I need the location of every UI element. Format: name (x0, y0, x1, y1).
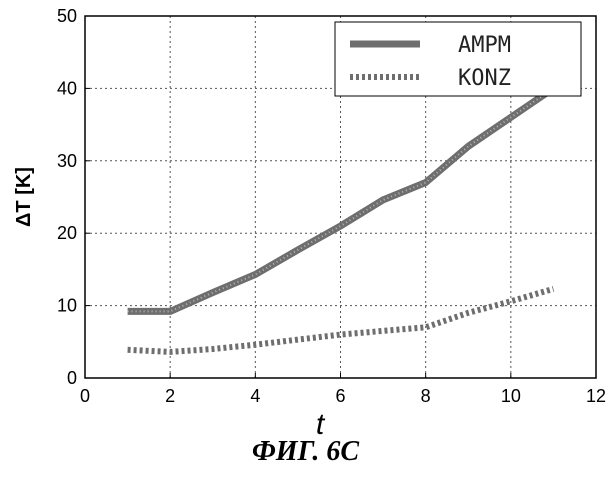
x-tick-label: 12 (586, 386, 606, 406)
legend-label-ampm: AMPM (458, 33, 511, 58)
x-tick-label: 4 (250, 386, 260, 406)
x-tick-label: 0 (80, 386, 90, 406)
y-tick-label: 50 (57, 6, 77, 26)
y-tick-label: 40 (57, 78, 77, 98)
y-axis-label: ΔT [K] (13, 167, 35, 227)
legend: AMPM KONZ (335, 22, 581, 96)
y-tick-label: 0 (67, 368, 77, 388)
y-tick-label: 10 (57, 296, 77, 316)
x-tick-label: 8 (421, 386, 431, 406)
figure-caption: ФИГ. 6C (0, 436, 611, 468)
x-tick-label: 2 (165, 386, 175, 406)
x-tick-label: 6 (335, 386, 345, 406)
legend-label-konz: KONZ (458, 66, 511, 91)
y-tick-label: 30 (57, 151, 77, 171)
x-tick-label: 10 (501, 386, 521, 406)
y-tick-label: 20 (57, 223, 77, 243)
